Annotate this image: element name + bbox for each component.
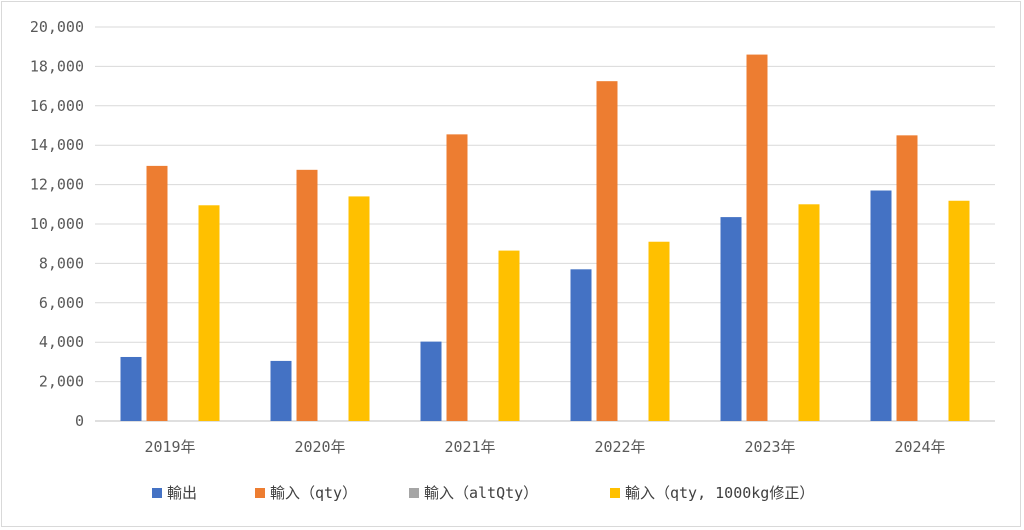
bar-4-2022年 — [648, 241, 670, 421]
bar-4-2024年 — [948, 200, 970, 421]
bars — [120, 54, 970, 422]
legend-label: 輸出 — [167, 484, 197, 502]
y-tick-label: 10,000 — [30, 215, 84, 233]
bar-2-2024年 — [896, 135, 918, 421]
y-tick-label: 4,000 — [39, 333, 84, 351]
bar-2-2020年 — [296, 169, 318, 421]
gridlines — [95, 26, 995, 422]
bar-1-2020年 — [270, 360, 292, 421]
y-tick-label: 18,000 — [30, 57, 84, 75]
bar-2-2019年 — [146, 165, 168, 421]
y-tick-label: 16,000 — [30, 97, 84, 115]
x-tick-label: 2023年 — [744, 438, 795, 456]
bar-4-2021年 — [498, 250, 520, 421]
y-tick-label: 14,000 — [30, 136, 84, 154]
bar-4-2023年 — [798, 204, 820, 421]
bar-4-2020年 — [348, 196, 370, 421]
legend-swatch — [610, 488, 620, 498]
y-tick-label: 6,000 — [39, 294, 84, 312]
bar-1-2023年 — [720, 217, 742, 421]
y-tick-label: 0 — [75, 412, 84, 430]
y-axis: 0 2,000 4,000 6,000 8,000 10,000 12,000 14,000 1… — [30, 18, 84, 430]
bar-2-2023年 — [746, 54, 768, 422]
y-tick-label: 2,000 — [39, 373, 84, 391]
bar-1-2021年 — [420, 341, 442, 421]
x-tick-label: 2019年 — [144, 438, 195, 456]
legend-swatch — [152, 488, 162, 498]
y-tick-label: 20,000 — [30, 18, 84, 36]
bar-2-2022年 — [596, 81, 618, 422]
bar-1-2024年 — [870, 190, 892, 421]
bar-2-2021年 — [446, 134, 468, 422]
legend-label: 輸入（qty） — [270, 484, 357, 502]
legend: 輸出 輸入（qty） 輸入（altQty） 輸入（qty, 1000kg修正） — [152, 484, 814, 502]
bar-4-2019年 — [198, 205, 220, 421]
bar-1-2019年 — [120, 356, 142, 421]
legend-swatch — [409, 488, 419, 498]
y-tick-label: 8,000 — [39, 254, 84, 272]
y-tick-label: 12,000 — [30, 176, 84, 194]
legend-swatch — [255, 488, 265, 498]
x-tick-label: 2020年 — [294, 438, 345, 456]
legend-label: 輸入（altQty） — [424, 484, 538, 502]
legend-label: 輸入（qty, 1000kg修正） — [625, 484, 814, 502]
x-tick-label: 2024年 — [894, 438, 945, 456]
x-tick-label: 2022年 — [594, 438, 645, 456]
x-tick-label: 2021年 — [444, 438, 495, 456]
bar-1-2022年 — [570, 269, 592, 421]
x-axis: 2019年 2020年 2021年 2022年 2023年 2024年 — [144, 438, 945, 456]
